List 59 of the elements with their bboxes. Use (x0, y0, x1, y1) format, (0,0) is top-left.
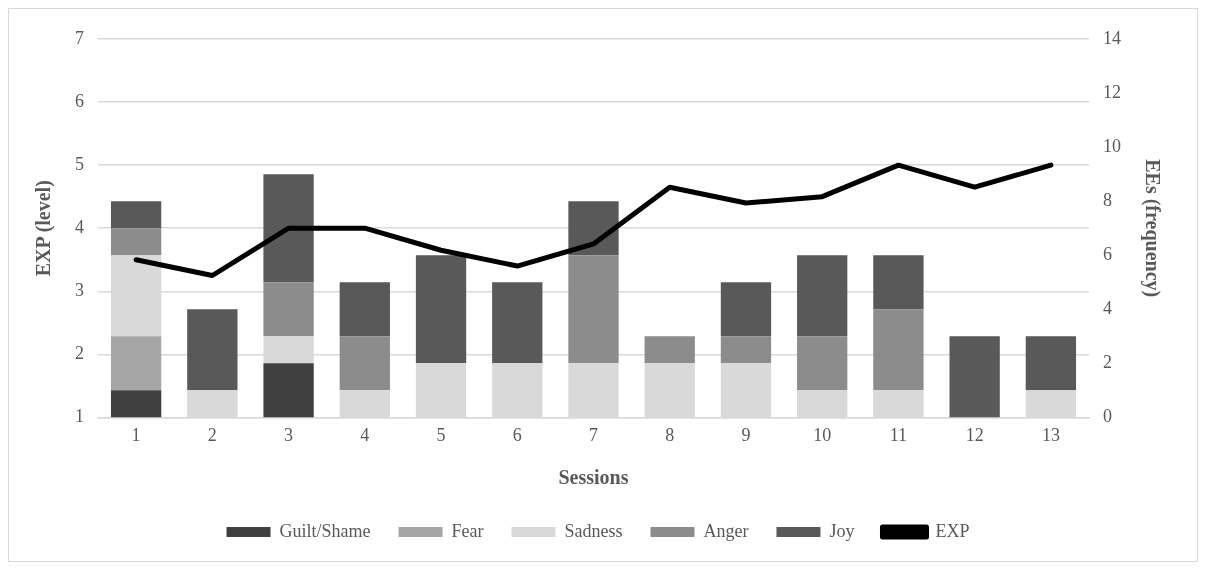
x-tick-label: 10 (813, 425, 832, 446)
x-tick-label: 7 (589, 425, 598, 446)
bar (797, 336, 848, 391)
y-tick-label: 4 (75, 216, 84, 237)
y2-tick-label: 10 (1103, 135, 1121, 156)
legend-label: Anger (703, 520, 749, 541)
y2-tick-label: 2 (1103, 352, 1112, 373)
y2-tick-label: 14 (1103, 27, 1121, 48)
bar (110, 228, 162, 256)
y-tick-label: 7 (75, 27, 84, 48)
x-tick-label: 8 (665, 425, 675, 446)
x-tick-label: 5 (436, 425, 446, 446)
bar (873, 309, 924, 391)
x-tick-label: 9 (741, 425, 751, 446)
bar (110, 201, 162, 229)
x-tick-label: 13 (1041, 425, 1060, 446)
bar (797, 255, 848, 337)
x-tick-label: 4 (360, 425, 370, 446)
bar (492, 282, 543, 364)
x-tick-label: 2 (207, 425, 217, 446)
bar (263, 174, 314, 283)
y-tick-label: 5 (75, 153, 84, 174)
y2-tick-label: 4 (1103, 298, 1112, 319)
bar (720, 282, 772, 337)
y-axis-title: EXP (level) (32, 180, 56, 277)
bar (873, 255, 924, 310)
bar (339, 282, 390, 337)
y2-axis-title: EEs (frequency) (1140, 159, 1164, 298)
bar (187, 309, 238, 391)
bar (263, 363, 314, 418)
bar (110, 336, 162, 391)
legend-label: Guilt/Shame (279, 520, 371, 541)
y2-tick-label: 6 (1103, 243, 1112, 264)
bar (263, 282, 314, 337)
legend-label: EXP (935, 520, 970, 541)
legend-label: Fear (451, 520, 484, 541)
x-tick-label: 1 (131, 425, 141, 446)
bar (720, 336, 772, 364)
bar (415, 255, 467, 364)
bar (568, 255, 619, 364)
x-axis-title: Sessions (558, 466, 629, 489)
x-tick-label: 6 (512, 425, 522, 446)
y2-tick-label: 12 (1103, 81, 1121, 102)
bar (644, 336, 695, 364)
y-tick-label: 6 (75, 90, 84, 111)
bar (339, 336, 390, 391)
y-tick-label: 2 (75, 343, 84, 364)
bar (949, 336, 1000, 418)
x-tick-label: 3 (284, 425, 294, 446)
y-tick-label: 3 (75, 280, 84, 300)
y2-tick-label: 0 (1103, 406, 1112, 427)
x-tick-label: 11 (889, 425, 908, 446)
bar (110, 390, 162, 418)
bar (1025, 336, 1077, 391)
y2-tick-label: 8 (1103, 189, 1112, 210)
y-tick-label: 1 (75, 406, 84, 427)
legend-label: Joy (829, 520, 855, 541)
x-tick-label: 12 (965, 425, 984, 446)
legend-label: Sadness (564, 520, 623, 541)
